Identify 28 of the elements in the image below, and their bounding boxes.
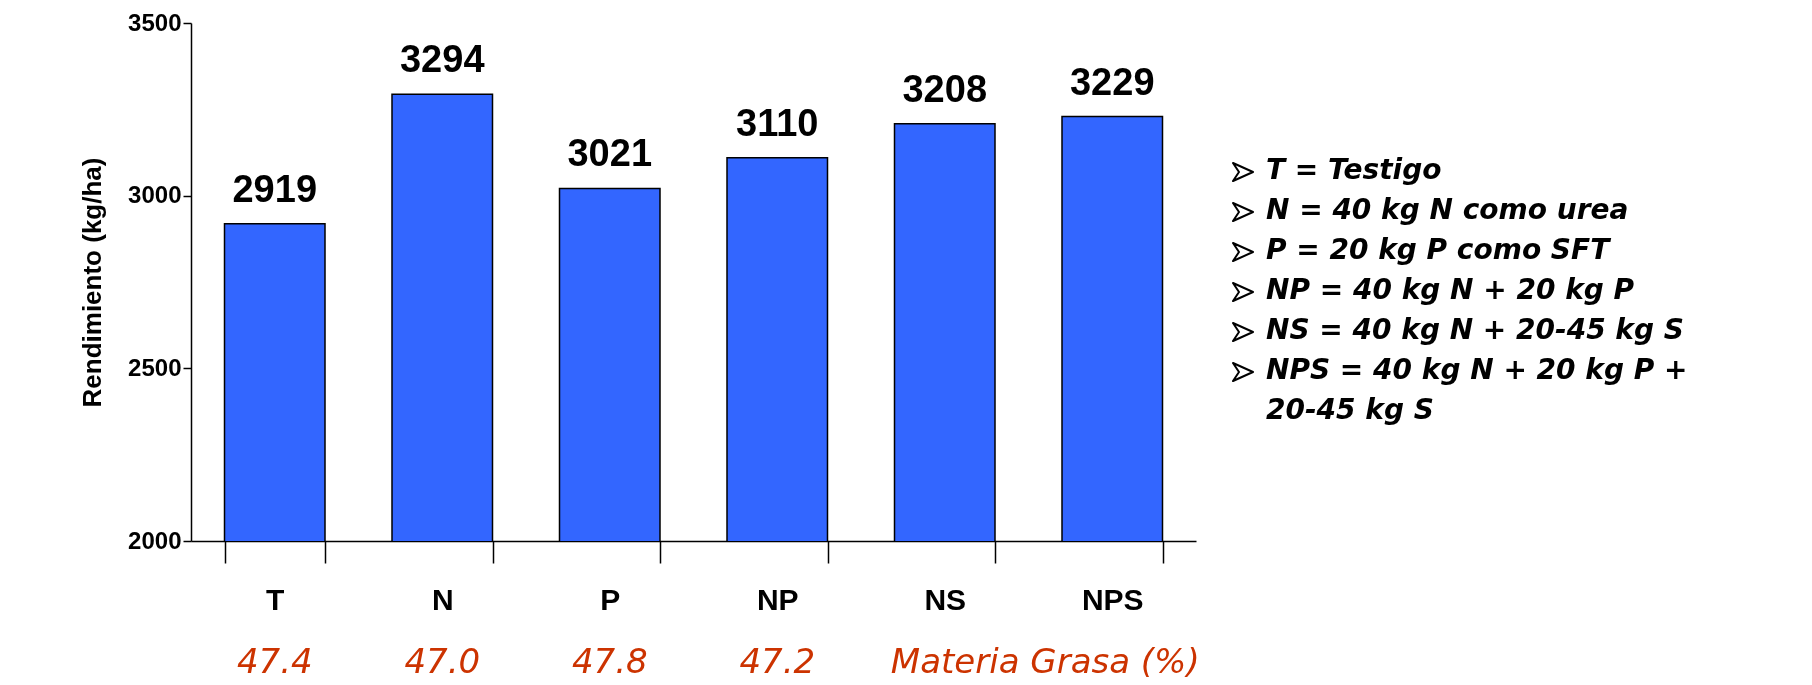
data-label: 3110 (736, 101, 819, 144)
data-label: 3021 (567, 132, 653, 175)
text: N = 40 kg N como urea (1266, 192, 1630, 228)
text: 47.4 (236, 641, 313, 681)
data-label: 2919 (232, 167, 318, 210)
text: 47.0 (404, 641, 481, 681)
y-tick-label: 2500 (128, 353, 182, 381)
x-tick-label: NP (756, 582, 799, 616)
y-tick-label: 2000 (128, 526, 182, 554)
text: NPS = 40 kg N + 20 kg P + 20-45 kg S (1266, 352, 1689, 428)
text: 47.8 (571, 641, 648, 681)
text: NP = 40 kg N + 20 kg P (1266, 272, 1636, 308)
text: NS = 40 kg N + 20-45 kg S (1266, 312, 1685, 348)
text: 47.2 (739, 641, 816, 681)
x-tick-label: P (600, 582, 621, 616)
data-label: 3294 (399, 38, 485, 81)
y-tick-label: 3500 (128, 8, 182, 36)
text: Materia Grasa (%) (890, 641, 1200, 681)
y-axis-title: Rendimiento (kg/ha) (77, 157, 108, 408)
x-tick-label: T (266, 582, 285, 616)
y-tick-label: 3000 (128, 181, 182, 209)
data-label: 3229 (1069, 60, 1155, 103)
x-tick-label: N (431, 582, 454, 616)
x-tick-label: NPS (1081, 582, 1144, 616)
x-tick-label: NS (924, 582, 967, 616)
text: T = Testigo (1266, 152, 1443, 188)
text: P = 20 kg P como SFT (1266, 232, 1612, 268)
data-label: 3208 (902, 67, 988, 110)
